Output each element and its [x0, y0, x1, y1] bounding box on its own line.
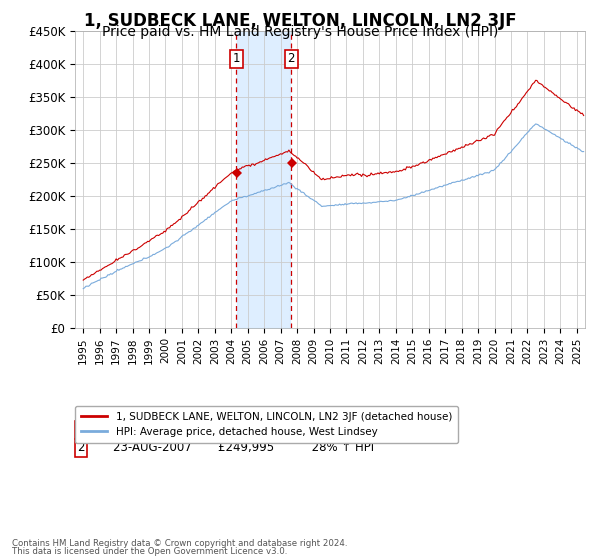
Legend: 1, SUDBECK LANE, WELTON, LINCOLN, LN2 3JF (detached house), HPI: Average price, : 1, SUDBECK LANE, WELTON, LINCOLN, LN2 3J…	[75, 405, 458, 443]
Text: Contains HM Land Registry data © Crown copyright and database right 2024.: Contains HM Land Registry data © Crown c…	[12, 539, 347, 548]
Text: 2: 2	[287, 53, 295, 66]
Text: 21-APR-2004          £235,000          53% ↑ HPI: 21-APR-2004 £235,000 53% ↑ HPI	[113, 423, 382, 436]
Text: Price paid vs. HM Land Registry's House Price Index (HPI): Price paid vs. HM Land Registry's House …	[102, 25, 498, 39]
Text: 1, SUDBECK LANE, WELTON, LINCOLN, LN2 3JF: 1, SUDBECK LANE, WELTON, LINCOLN, LN2 3J…	[83, 12, 517, 30]
Text: 1: 1	[77, 423, 85, 436]
Text: 2: 2	[77, 441, 85, 454]
Text: This data is licensed under the Open Government Licence v3.0.: This data is licensed under the Open Gov…	[12, 548, 287, 557]
Text: 1: 1	[232, 53, 240, 66]
Text: 23-AUG-2007       £249,995          28% ↑ HPI: 23-AUG-2007 £249,995 28% ↑ HPI	[113, 441, 374, 454]
